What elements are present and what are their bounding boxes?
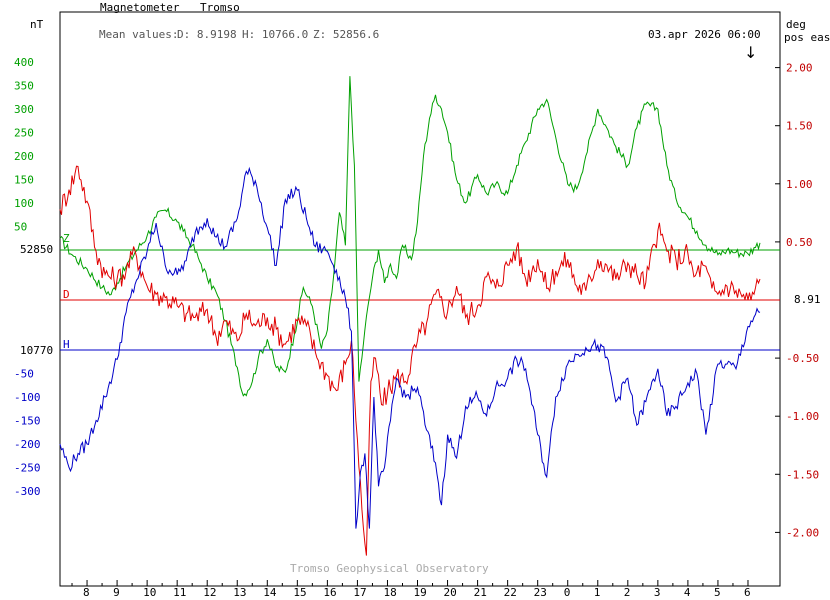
series-lines	[59, 76, 761, 556]
x-tick-label: 21	[474, 586, 487, 599]
x-tick-label: 23	[534, 586, 547, 599]
x-tick-label: 5	[714, 586, 721, 599]
z-tick-label: 250	[14, 127, 34, 140]
d-tick-label: 1.50	[786, 120, 813, 133]
x-tick-label: 17	[353, 586, 366, 599]
x-tick-label: 20	[444, 586, 457, 599]
right-axis-unit: deg	[786, 18, 806, 31]
x-tick-label: 19	[414, 586, 427, 599]
mean-d-value: D: 8.9198	[177, 28, 237, 41]
d-tick-label: 0.50	[786, 236, 813, 249]
h-tick-label: -100	[14, 391, 41, 404]
h-baseline-label: 10770	[20, 344, 53, 357]
z-tick-label: 350	[14, 80, 34, 93]
d-tick-label: 1.00	[786, 178, 813, 191]
x-tick-label: 10	[143, 586, 156, 599]
left-axis-unit: nT	[30, 18, 44, 31]
z-tick-label: 400	[14, 56, 34, 69]
d-tick-label: -1.00	[786, 410, 819, 423]
x-tick-label: 9	[113, 586, 120, 599]
h-tick-label: -300	[14, 485, 41, 498]
z-tick-label: 150	[14, 174, 34, 187]
instrument-label: Magnetometer	[100, 1, 180, 14]
x-tick-label: 1	[594, 586, 601, 599]
x-tick-label: 3	[654, 586, 661, 599]
d-tick-label: -2.00	[786, 526, 819, 539]
series-label-z: Z	[63, 232, 70, 245]
d-baseline-label: 8.91	[794, 293, 821, 306]
d-tick-label: -0.50	[786, 352, 819, 365]
series-line-h	[59, 166, 761, 529]
x-tick-label: 14	[263, 586, 277, 599]
x-tick-label: 11	[173, 586, 186, 599]
timestamp-label: 03.apr 2026 06:00	[648, 28, 761, 41]
mean-values-label: Mean values:	[99, 28, 178, 41]
mean-h-value: H: 10766.0	[242, 28, 308, 41]
station-label: Tromso	[200, 1, 240, 14]
x-tick-label: 13	[233, 586, 246, 599]
h-tick-label: -150	[14, 415, 41, 428]
d-tick-label: 2.00	[786, 62, 813, 75]
x-tick-label: 8	[83, 586, 90, 599]
right-axis-unit2: pos east	[784, 31, 830, 44]
series-label-d: D	[63, 288, 70, 301]
baselines	[60, 249, 780, 351]
x-tick-label: 0	[564, 586, 571, 599]
x-tick-label: 12	[203, 586, 216, 599]
now-arrow-icon: ↓	[744, 43, 757, 62]
series-line-d	[59, 165, 761, 556]
d-tick-label: -1.50	[786, 468, 819, 481]
z-tick-label: 300	[14, 103, 34, 116]
x-tick-label: 6	[744, 586, 751, 599]
z-baseline-label: 52850	[20, 243, 53, 256]
x-tick-label: 22	[504, 586, 517, 599]
h-tick-label: -250	[14, 462, 41, 475]
x-tick-label: 16	[323, 586, 336, 599]
x-tick-label: 2	[624, 586, 631, 599]
series-label-h: H	[63, 338, 70, 351]
x-tick-label: 18	[383, 586, 396, 599]
z-tick-label: 200	[14, 150, 34, 163]
plot-frame	[59, 11, 781, 587]
mean-z-value: Z: 52856.6	[313, 28, 379, 41]
observatory-watermark: Tromso Geophysical Observatory	[290, 562, 489, 575]
z-tick-label: 100	[14, 197, 34, 210]
x-tick-label: 15	[293, 586, 306, 599]
h-tick-label: -50	[14, 368, 34, 381]
x-tick-label: 4	[684, 586, 691, 599]
series-line-z	[59, 76, 761, 397]
z-tick-label: 50	[14, 221, 27, 234]
h-tick-label: -200	[14, 438, 41, 451]
axis-ticks: 40035030025020015010050-50-100-150-200-2…	[14, 56, 819, 599]
